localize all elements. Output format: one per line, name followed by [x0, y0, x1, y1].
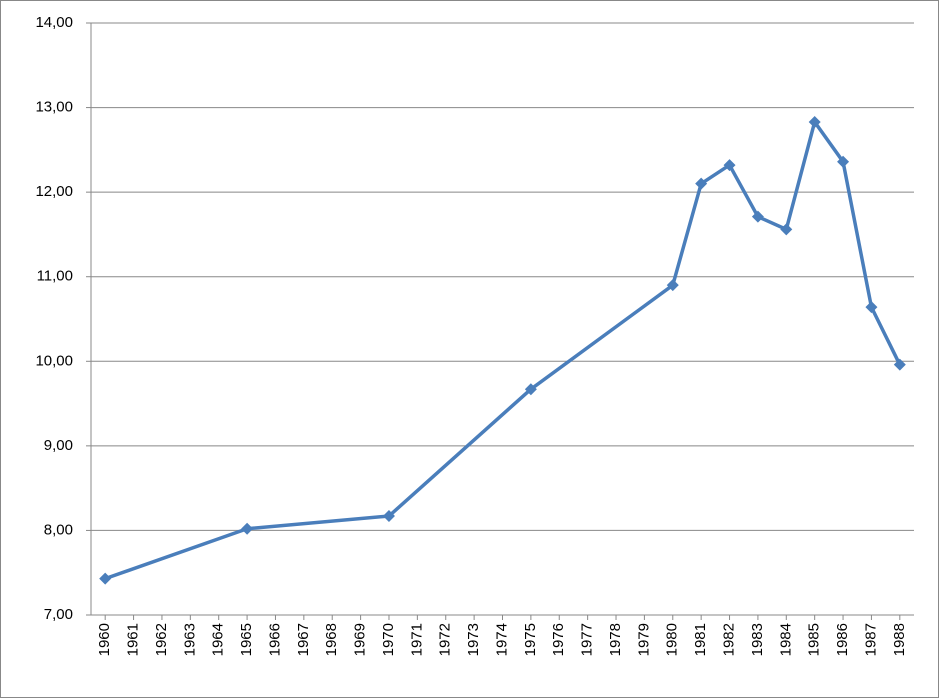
data-point: [780, 223, 793, 236]
x-tick-label: 1969: [352, 623, 369, 656]
data-point: [382, 510, 395, 523]
x-tick-label: 1968: [323, 623, 340, 656]
x-tick-label: 1965: [238, 623, 255, 656]
y-tick-label: 10,00: [35, 352, 73, 369]
x-tick-label: 1987: [862, 623, 879, 656]
x-tick-label: 1978: [607, 623, 624, 656]
data-point: [808, 115, 821, 128]
x-tick-label: 1977: [579, 623, 596, 656]
x-tick-label: 1976: [550, 623, 567, 656]
x-tick-label: 1963: [181, 623, 198, 656]
data-point: [524, 383, 537, 396]
data-point: [666, 279, 679, 292]
data-point: [893, 358, 906, 371]
x-tick-label: 1986: [834, 623, 851, 656]
x-tick-label: 1967: [295, 623, 312, 656]
y-tick-label: 8,00: [44, 521, 73, 538]
x-tick-label: 1988: [891, 623, 908, 656]
x-tick-label: 1980: [664, 623, 681, 656]
x-tick-label: 1975: [522, 623, 539, 656]
x-tick-label: 1985: [806, 623, 823, 656]
y-tick-label: 11,00: [37, 268, 73, 285]
data-point: [865, 301, 878, 314]
data-point: [837, 155, 850, 168]
y-tick-label: 7,00: [44, 606, 73, 623]
y-tick-label: 9,00: [44, 437, 73, 454]
y-tick-label: 12,00: [35, 183, 73, 200]
x-tick-label: 1964: [210, 623, 227, 656]
x-tick-label: 1962: [153, 623, 170, 656]
data-point: [723, 159, 736, 172]
x-tick-label: 1979: [635, 623, 652, 656]
y-tick-label: 13,00: [35, 99, 73, 116]
data-point: [241, 522, 254, 535]
data-point: [99, 572, 112, 585]
x-tick-label: 1983: [749, 623, 766, 656]
data-point: [695, 177, 708, 190]
y-tick-label: 14,00: [35, 14, 73, 31]
x-tick-label: 1982: [721, 623, 738, 656]
data-point: [751, 210, 764, 223]
x-tick-label: 1971: [408, 623, 425, 656]
x-tick-label: 1981: [692, 623, 709, 656]
x-tick-label: 1966: [266, 623, 283, 656]
x-tick-label: 1974: [493, 623, 510, 656]
x-tick-label: 1960: [96, 623, 113, 656]
x-tick-label: 1970: [380, 623, 397, 656]
x-tick-label: 1961: [125, 623, 142, 656]
x-tick-label: 1984: [777, 623, 794, 656]
x-tick-label: 1973: [465, 623, 482, 656]
x-tick-label: 1972: [437, 623, 454, 656]
